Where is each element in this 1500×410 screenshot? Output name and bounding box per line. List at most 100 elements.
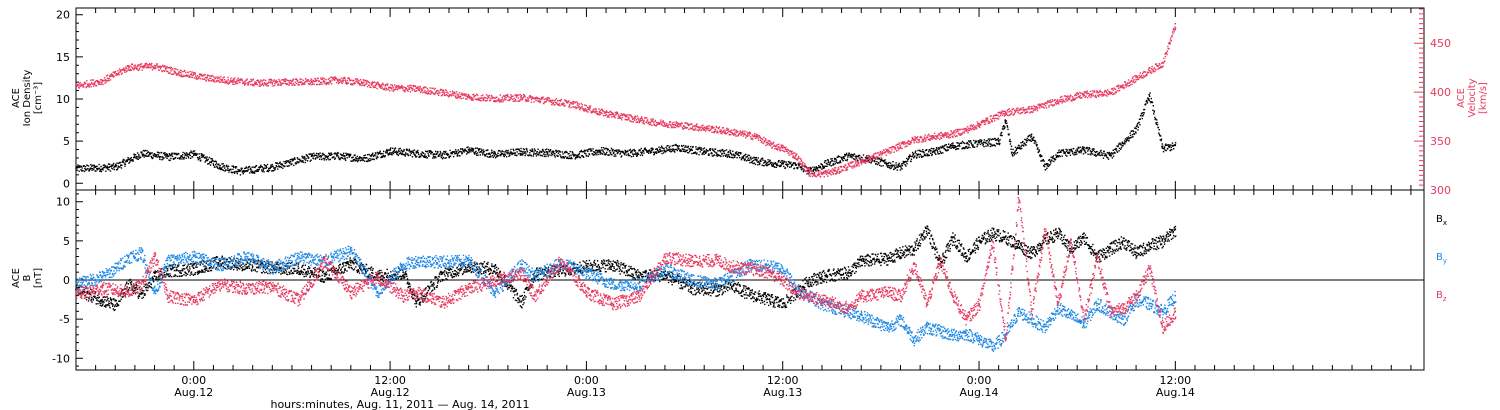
velocity-point bbox=[524, 96, 526, 98]
velocity-point bbox=[416, 90, 418, 92]
density-point bbox=[506, 151, 508, 154]
density-value-point bbox=[114, 165, 117, 168]
density-point bbox=[674, 151, 676, 153]
density-point bbox=[943, 147, 945, 150]
density-point bbox=[1143, 112, 1145, 114]
velocity-point bbox=[827, 169, 830, 171]
density-point bbox=[938, 153, 940, 155]
density-point bbox=[329, 153, 331, 155]
density-point bbox=[191, 151, 193, 154]
density-point bbox=[77, 164, 79, 166]
density-point bbox=[1023, 145, 1025, 147]
velocity-point bbox=[302, 83, 304, 85]
density-point bbox=[715, 154, 717, 157]
density-point bbox=[267, 170, 269, 173]
density-point bbox=[1153, 110, 1156, 112]
density-point bbox=[368, 153, 370, 156]
density-point bbox=[544, 149, 547, 151]
velocity-point bbox=[427, 89, 429, 91]
density-point bbox=[388, 152, 391, 154]
density-point bbox=[609, 149, 611, 152]
density-point bbox=[452, 155, 455, 158]
velocity-point bbox=[325, 78, 327, 81]
density-point bbox=[1160, 139, 1162, 142]
density-point bbox=[1147, 97, 1149, 99]
velocity-point bbox=[259, 85, 261, 87]
density-point bbox=[969, 146, 971, 149]
density-point bbox=[293, 158, 295, 160]
density-point bbox=[974, 141, 977, 143]
velocity-point bbox=[391, 89, 393, 91]
density-point bbox=[611, 154, 613, 156]
velocity-point bbox=[429, 87, 431, 89]
density-point bbox=[701, 149, 703, 151]
velocity-point bbox=[745, 137, 747, 139]
density-point bbox=[262, 167, 264, 169]
density-point bbox=[124, 165, 126, 167]
density-point bbox=[134, 154, 137, 156]
velocity-point bbox=[758, 135, 761, 137]
density-point bbox=[1119, 142, 1121, 144]
velocity-point bbox=[480, 100, 482, 102]
velocity-point bbox=[637, 121, 639, 123]
velocity-point bbox=[238, 81, 240, 83]
density-point bbox=[678, 148, 680, 150]
density-point bbox=[655, 151, 657, 153]
density-point bbox=[751, 161, 753, 164]
density-point bbox=[919, 153, 922, 155]
velocity-point bbox=[157, 65, 159, 68]
density-point bbox=[775, 166, 778, 168]
density-point bbox=[882, 165, 884, 167]
density-point bbox=[427, 152, 429, 154]
velocity-point bbox=[171, 73, 173, 75]
velocity-point bbox=[778, 143, 780, 145]
density-point bbox=[672, 144, 675, 147]
density-point bbox=[991, 138, 993, 140]
velocity-point bbox=[724, 131, 726, 133]
density-point bbox=[486, 149, 488, 152]
density-point bbox=[735, 151, 737, 154]
density-point bbox=[439, 153, 441, 156]
density-point bbox=[147, 151, 150, 153]
velocity-point bbox=[473, 96, 475, 98]
velocity-point bbox=[343, 79, 345, 82]
density-point bbox=[712, 155, 715, 157]
density-point bbox=[154, 154, 156, 156]
density-point bbox=[187, 157, 190, 159]
density-point bbox=[156, 154, 158, 156]
velocity-point bbox=[818, 173, 821, 175]
velocity-point bbox=[196, 78, 198, 80]
density-point bbox=[425, 150, 428, 153]
density-point bbox=[165, 156, 167, 158]
density-point bbox=[385, 151, 387, 153]
density-point bbox=[921, 151, 924, 153]
density-point bbox=[898, 163, 900, 166]
velocity-point bbox=[119, 70, 121, 72]
velocity-point bbox=[98, 82, 101, 84]
density-point bbox=[1078, 147, 1080, 149]
velocity-point bbox=[691, 123, 693, 125]
velocity-point bbox=[550, 99, 552, 101]
velocity-point bbox=[181, 76, 183, 78]
density-point bbox=[880, 159, 882, 161]
density-point bbox=[107, 163, 110, 165]
density-point bbox=[270, 166, 273, 168]
velocity-point bbox=[426, 90, 428, 93]
density-point bbox=[561, 151, 564, 153]
density-point bbox=[234, 171, 236, 173]
velocity-point bbox=[273, 84, 276, 87]
velocity-point bbox=[800, 158, 802, 160]
density-point bbox=[1000, 132, 1002, 135]
density-point bbox=[183, 158, 185, 160]
velocity-point bbox=[392, 90, 395, 92]
velocity-point bbox=[220, 79, 222, 81]
velocity-point bbox=[212, 79, 214, 81]
density-point bbox=[642, 150, 645, 152]
velocity-point bbox=[708, 125, 710, 127]
density-point bbox=[634, 153, 636, 155]
density-point bbox=[1092, 153, 1094, 155]
density-point bbox=[1095, 155, 1097, 157]
density-point bbox=[253, 166, 255, 168]
density-point bbox=[975, 141, 978, 143]
velocity-point bbox=[831, 169, 833, 172]
